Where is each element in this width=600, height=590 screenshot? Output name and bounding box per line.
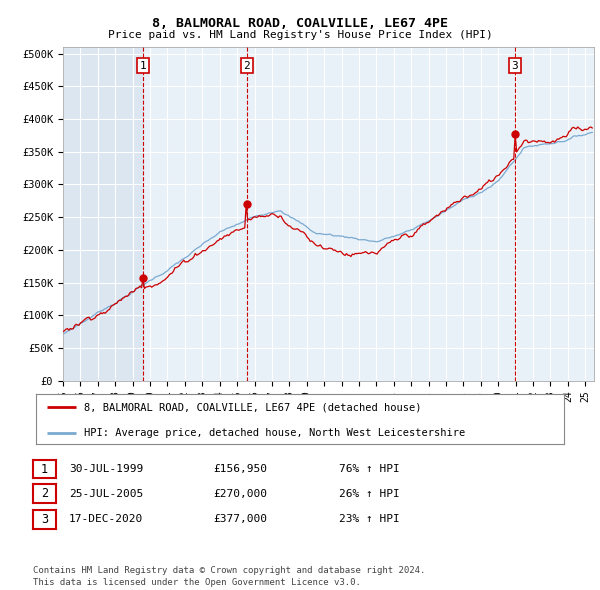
Bar [143,47,247,381]
Bar [247,47,515,381]
Text: HPI: Average price, detached house, North West Leicestershire: HPI: Average price, detached house, Nort… [83,428,465,438]
Bar [515,47,594,381]
Text: 8, BALMORAL ROAD, COALVILLE, LE67 4PE: 8, BALMORAL ROAD, COALVILLE, LE67 4PE [152,17,448,30]
Text: 3: 3 [512,61,518,71]
Text: 25-JUL-2005: 25-JUL-2005 [69,489,143,499]
Text: 30-JUL-1999: 30-JUL-1999 [69,464,143,474]
Text: 2: 2 [244,61,250,71]
Text: 17-DEC-2020: 17-DEC-2020 [69,514,143,524]
Text: 1: 1 [41,463,48,476]
Bar [63,47,143,381]
Text: 76% ↑ HPI: 76% ↑ HPI [339,464,400,474]
Text: Price paid vs. HM Land Registry's House Price Index (HPI): Price paid vs. HM Land Registry's House … [107,30,493,40]
Text: £156,950: £156,950 [213,464,267,474]
Text: 1: 1 [139,61,146,71]
Text: 2: 2 [41,487,48,500]
Text: 3: 3 [41,513,48,526]
Text: Contains HM Land Registry data © Crown copyright and database right 2024.
This d: Contains HM Land Registry data © Crown c… [33,566,425,587]
Text: £377,000: £377,000 [213,514,267,524]
Text: 8, BALMORAL ROAD, COALVILLE, LE67 4PE (detached house): 8, BALMORAL ROAD, COALVILLE, LE67 4PE (d… [83,402,421,412]
Text: 26% ↑ HPI: 26% ↑ HPI [339,489,400,499]
Text: 23% ↑ HPI: 23% ↑ HPI [339,514,400,524]
Text: £270,000: £270,000 [213,489,267,499]
